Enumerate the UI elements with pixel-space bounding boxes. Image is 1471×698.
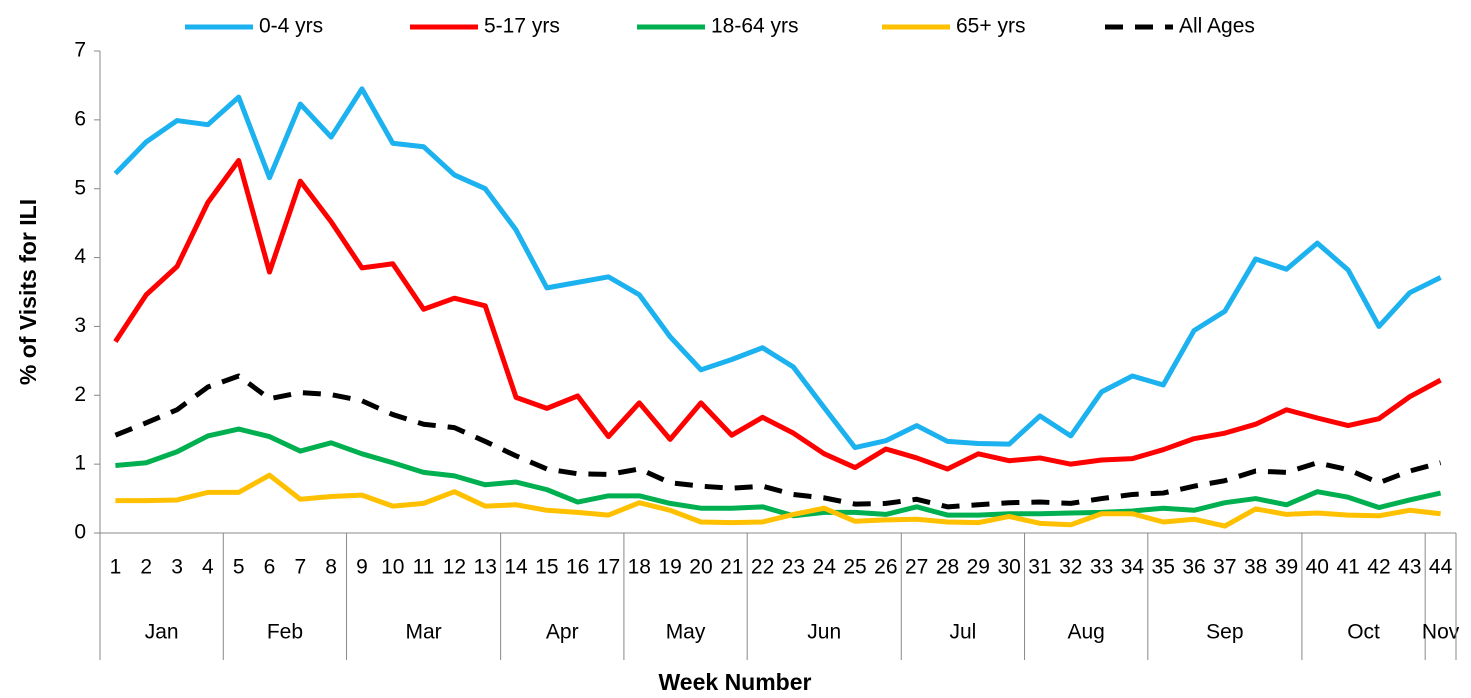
x-tick-label: 11 (413, 556, 435, 579)
x-tick-label: 40 (1306, 556, 1329, 579)
x-tick-label: 22 (751, 556, 774, 579)
x-tick-label: 26 (874, 556, 897, 579)
y-tick-label: 5 (74, 176, 86, 199)
x-tick-label: 21 (720, 556, 743, 579)
month-label: Jun (807, 621, 841, 644)
series-line (113, 86, 1442, 451)
x-tick-label: 3 (171, 556, 183, 579)
x-tick-label: 43 (1398, 556, 1421, 579)
x-tick-label: 12 (443, 556, 466, 579)
x-tick-label: 44 (1429, 556, 1453, 579)
x-tick-label: 1 (110, 556, 122, 579)
x-tick-label: 8 (325, 556, 337, 579)
month-label: Jan (145, 621, 179, 644)
month-label: Feb (267, 621, 303, 644)
x-tick-label: 37 (1213, 556, 1236, 579)
x-tick-label: 2 (140, 556, 152, 579)
x-tick-label: 6 (264, 556, 276, 579)
x-tick-label: 16 (566, 556, 589, 579)
x-tick-label: 18 (628, 556, 651, 579)
series-line (113, 157, 1442, 472)
x-tick-label: 33 (1090, 556, 1113, 579)
x-tick-label: 32 (1059, 556, 1082, 579)
y-tick-label: 7 (74, 39, 86, 62)
x-tick-label: 13 (474, 556, 497, 579)
legend-label: 65+ yrs (956, 15, 1025, 38)
x-tick-label: 41 (1336, 556, 1359, 579)
y-tick-label: 1 (74, 452, 86, 475)
month-label: Mar (406, 621, 442, 644)
x-tick-label: 17 (597, 556, 620, 579)
x-axis-title: Week Number (659, 669, 812, 695)
x-tick-label: 27 (905, 556, 928, 579)
series-line (114, 373, 1442, 510)
x-tick-label: 20 (689, 556, 712, 579)
x-tick-label: 9 (356, 556, 368, 579)
month-label: Jul (949, 621, 976, 644)
x-tick-label: 23 (782, 556, 805, 579)
y-tick-label: 0 (74, 521, 86, 544)
x-tick-label: 29 (967, 556, 990, 579)
y-tick-label: 2 (74, 383, 86, 406)
month-label: Oct (1347, 621, 1380, 644)
x-tick-label: 14 (504, 556, 528, 579)
x-tick-label: 31 (1028, 556, 1051, 579)
month-label: Apr (546, 621, 579, 644)
legend-label: 5-17 yrs (484, 15, 560, 38)
y-tick-label: 3 (74, 314, 86, 337)
x-tick-label: 19 (658, 556, 681, 579)
x-tick-label: 4 (202, 556, 214, 579)
x-tick-label: 28 (936, 556, 959, 579)
x-tick-label: 24 (813, 556, 837, 579)
month-label: Sep (1206, 621, 1243, 644)
x-tick-label: 10 (381, 556, 404, 579)
x-tick-label: 38 (1244, 556, 1267, 579)
x-tick-label: 5 (233, 556, 245, 579)
legend-label: All Ages (1179, 15, 1255, 38)
x-tick-label: 39 (1275, 556, 1298, 579)
month-label: Aug (1067, 621, 1104, 644)
y-tick-label: 6 (74, 107, 86, 130)
series-line (115, 472, 1441, 529)
month-label: May (666, 621, 706, 644)
y-axis-title: % of Visits for ILI (15, 199, 41, 385)
x-tick-label: 36 (1182, 556, 1205, 579)
month-label: Nov (1422, 621, 1460, 644)
x-tick-label: 30 (997, 556, 1020, 579)
y-tick-label: 4 (74, 245, 86, 268)
x-tick-label: 42 (1367, 556, 1390, 579)
series-line (115, 426, 1442, 519)
x-tick-label: 35 (1152, 556, 1175, 579)
legend-label: 18-64 yrs (711, 15, 799, 38)
x-tick-label: 34 (1121, 556, 1145, 579)
x-tick-label: 15 (535, 556, 558, 579)
x-tick-label: 25 (843, 556, 866, 579)
legend-label: 0-4 yrs (259, 15, 323, 38)
x-tick-label: 7 (294, 556, 306, 579)
